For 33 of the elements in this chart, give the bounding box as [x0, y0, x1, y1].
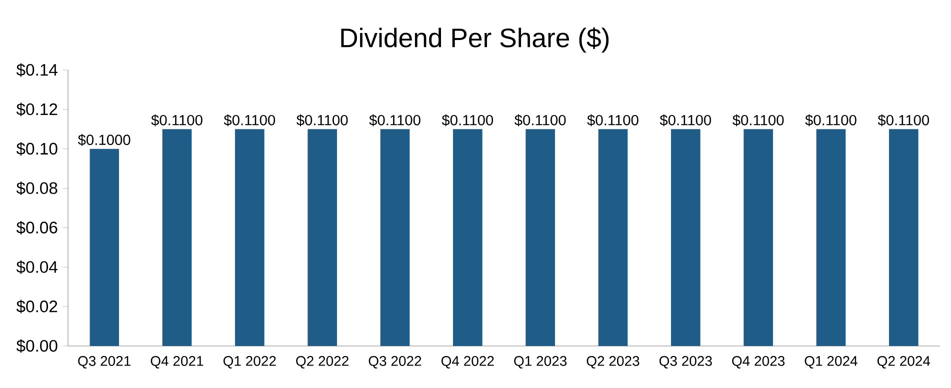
x-tick-label: Q3 2023	[659, 356, 712, 368]
data-label: $0.1100	[369, 114, 420, 126]
y-tick-label: $0.02	[16, 300, 58, 314]
y-tick-label: $0.12	[16, 102, 58, 116]
x-tick-label: Q3 2022	[368, 356, 422, 368]
x-tick-label: Q3 2021	[78, 356, 130, 368]
x-tick-label: Q1 2022	[223, 356, 276, 368]
data-label: $0.1100	[587, 114, 638, 126]
y-tick-label: $0.10	[16, 142, 58, 156]
x-tick-label: Q4 2021	[150, 356, 204, 368]
y-tick-label: $0.06	[16, 220, 58, 234]
x-tick-label: Q1 2023	[514, 356, 567, 368]
data-label: $0.1100	[224, 114, 276, 126]
x-tick-label: Q1 2024	[804, 356, 858, 368]
data-label: $0.1100	[442, 114, 494, 126]
x-tick-label: Q2 2023	[586, 356, 640, 368]
data-label: $0.1100	[296, 114, 348, 126]
y-tick-label: $0.14	[16, 63, 58, 77]
chart-title: Dividend Per Share ($)	[341, 27, 609, 53]
data-label: $0.1100	[660, 114, 712, 126]
y-tick-label: $0.00	[16, 339, 58, 353]
x-tick-label: Q4 2022	[441, 356, 494, 368]
data-label: $0.1100	[878, 114, 930, 126]
y-tick-label: $0.08	[16, 182, 58, 196]
data-label: $0.1100	[514, 114, 566, 126]
data-label: $0.1100	[805, 114, 856, 126]
x-tick-label: Q2 2024	[877, 356, 930, 368]
data-label: $0.1000	[78, 134, 130, 146]
data-label: $0.1100	[151, 114, 202, 126]
y-tick-label: $0.04	[16, 260, 58, 274]
x-tick-label: Q4 2023	[732, 356, 785, 368]
data-label: $0.1100	[732, 114, 784, 126]
x-tick-label: Q2 2022	[296, 356, 348, 368]
